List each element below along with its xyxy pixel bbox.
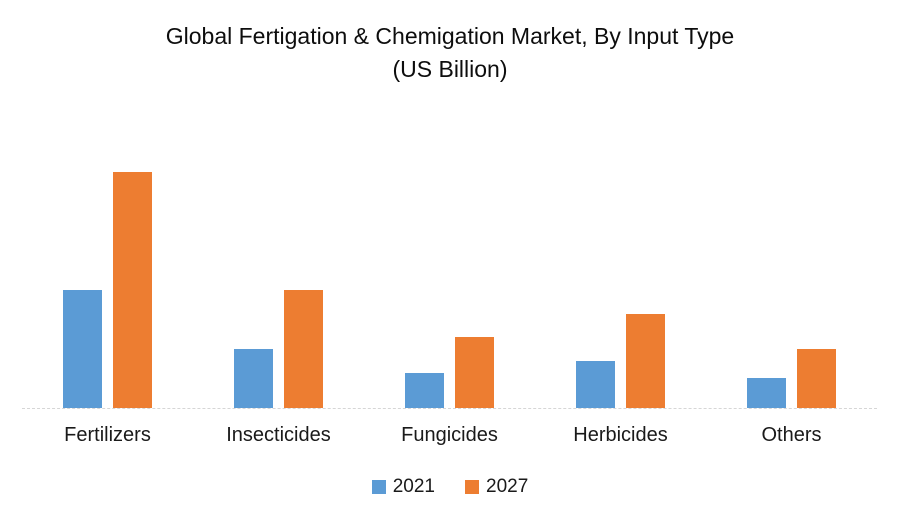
category-axis: Fertilizers Insecticides Fungicides Herbici… <box>22 424 877 447</box>
category-label-herbicides: Herbicides <box>573 424 668 446</box>
category-label-fertilizers: Fertilizers <box>64 424 151 446</box>
bar-2021-fertilizers <box>63 290 102 408</box>
legend-swatch-2027 <box>465 480 479 494</box>
chart-title-line2: (US Billion) <box>392 56 508 82</box>
bar-2027-insecticides <box>284 290 323 408</box>
legend-item-2021: 2021 <box>371 476 435 498</box>
category-label-others: Others <box>761 424 822 446</box>
bar-2021-fungicides <box>405 373 444 408</box>
chart-title: Global Fertigation & Chemigation Market,… <box>0 20 900 86</box>
category-label-insecticides: Insecticides <box>226 424 331 446</box>
legend-label-2027: 2027 <box>486 476 529 497</box>
legend-label-2021: 2021 <box>392 476 435 497</box>
bar-group-others <box>747 160 836 408</box>
bar-group-fertilizers <box>63 160 152 408</box>
category-label-fungicides: Fungicides <box>401 424 498 446</box>
bar-group-herbicides <box>576 160 665 408</box>
legend-swatch-2021 <box>371 480 386 494</box>
bar-2021-insecticides <box>234 349 273 408</box>
bar-2027-fertilizers <box>113 172 152 408</box>
bar-2027-fungicides <box>455 337 494 408</box>
bar-2021-others <box>747 378 786 408</box>
chart-title-line1: Global Fertigation & Chemigation Market,… <box>165 23 735 49</box>
plot-area <box>22 160 877 409</box>
legend-item-2027: 2027 <box>465 476 528 498</box>
bar-2027-others <box>797 349 836 408</box>
legend: 2021 2027 <box>0 476 900 498</box>
bar-2027-herbicides <box>626 314 665 408</box>
bar-group-fungicides <box>405 160 494 408</box>
bar-group-insecticides <box>234 160 323 408</box>
bar-2021-herbicides <box>576 361 615 408</box>
